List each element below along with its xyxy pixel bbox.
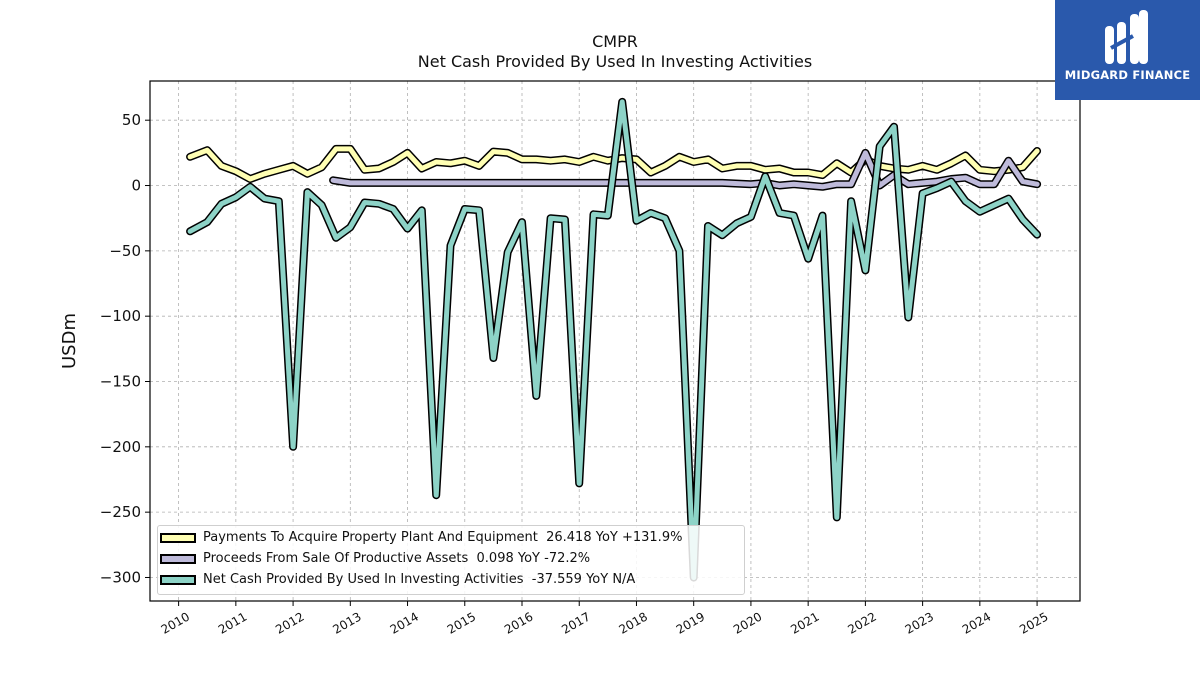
logo-mark-icon <box>1105 10 1148 64</box>
y-axis-label: USDm <box>59 313 80 369</box>
y-tick-label: 0 <box>131 177 141 195</box>
x-tick-label: 2021 <box>788 609 821 636</box>
x-tick-label: 2019 <box>674 609 707 636</box>
legend-item-net-cash: Net Cash Provided By Used In Investing A… <box>158 571 744 591</box>
legend-swatch-proceeds <box>160 554 196 564</box>
y-tick-label: −150 <box>100 373 141 391</box>
y-tick-label: −50 <box>109 242 141 260</box>
y-tick-label: −200 <box>100 438 141 456</box>
logo-text: MIDGARD FINANCE <box>1064 68 1191 82</box>
plot-frame <box>149 80 1081 602</box>
x-tick-label: 2023 <box>903 609 936 636</box>
legend-label-proceeds: Proceeds From Sale Of Productive Assets … <box>203 551 591 566</box>
y-tick-label: −100 <box>100 307 141 325</box>
x-tick-label: 2025 <box>1017 609 1050 636</box>
legend: Payments To Acquire Property Plant And E… <box>157 525 745 595</box>
x-tick-label: 2024 <box>960 609 993 636</box>
x-tick-label: 2018 <box>617 609 650 636</box>
legend-label-net-cash: Net Cash Provided By Used In Investing A… <box>203 572 636 587</box>
x-tick-label: 2014 <box>388 609 421 636</box>
legend-swatch-net-cash <box>160 575 196 585</box>
series-layer <box>186 97 1042 582</box>
x-tick-label: 2017 <box>559 609 592 636</box>
chart-title: CMPR <box>592 32 638 51</box>
x-tick-label: 2011 <box>216 609 249 636</box>
chart-subtitle: Net Cash Provided By Used In Investing A… <box>417 52 813 71</box>
x-tick-label: 2022 <box>845 609 878 636</box>
legend-label-ppe: Payments To Acquire Property Plant And E… <box>203 530 683 545</box>
x-tick-label: 2010 <box>159 609 192 636</box>
legend-item-proceeds: Proceeds From Sale Of Productive Assets … <box>158 550 744 570</box>
x-tick-label: 2013 <box>330 609 363 636</box>
x-tick-label: 2015 <box>445 609 478 636</box>
x-tick-label: 2016 <box>502 609 535 636</box>
x-tick-label: 2012 <box>273 609 306 636</box>
y-tick-label: 50 <box>122 111 141 129</box>
y-tick-label: −300 <box>100 568 141 586</box>
midgard-finance-logo: MIDGARD FINANCE <box>1055 0 1200 100</box>
series-line-2 <box>187 99 1040 580</box>
legend-swatch-ppe <box>160 533 196 543</box>
x-tick-label: 2020 <box>731 609 764 636</box>
y-tick-label: −250 <box>100 503 141 521</box>
legend-item-ppe: Payments To Acquire Property Plant And E… <box>158 529 744 549</box>
